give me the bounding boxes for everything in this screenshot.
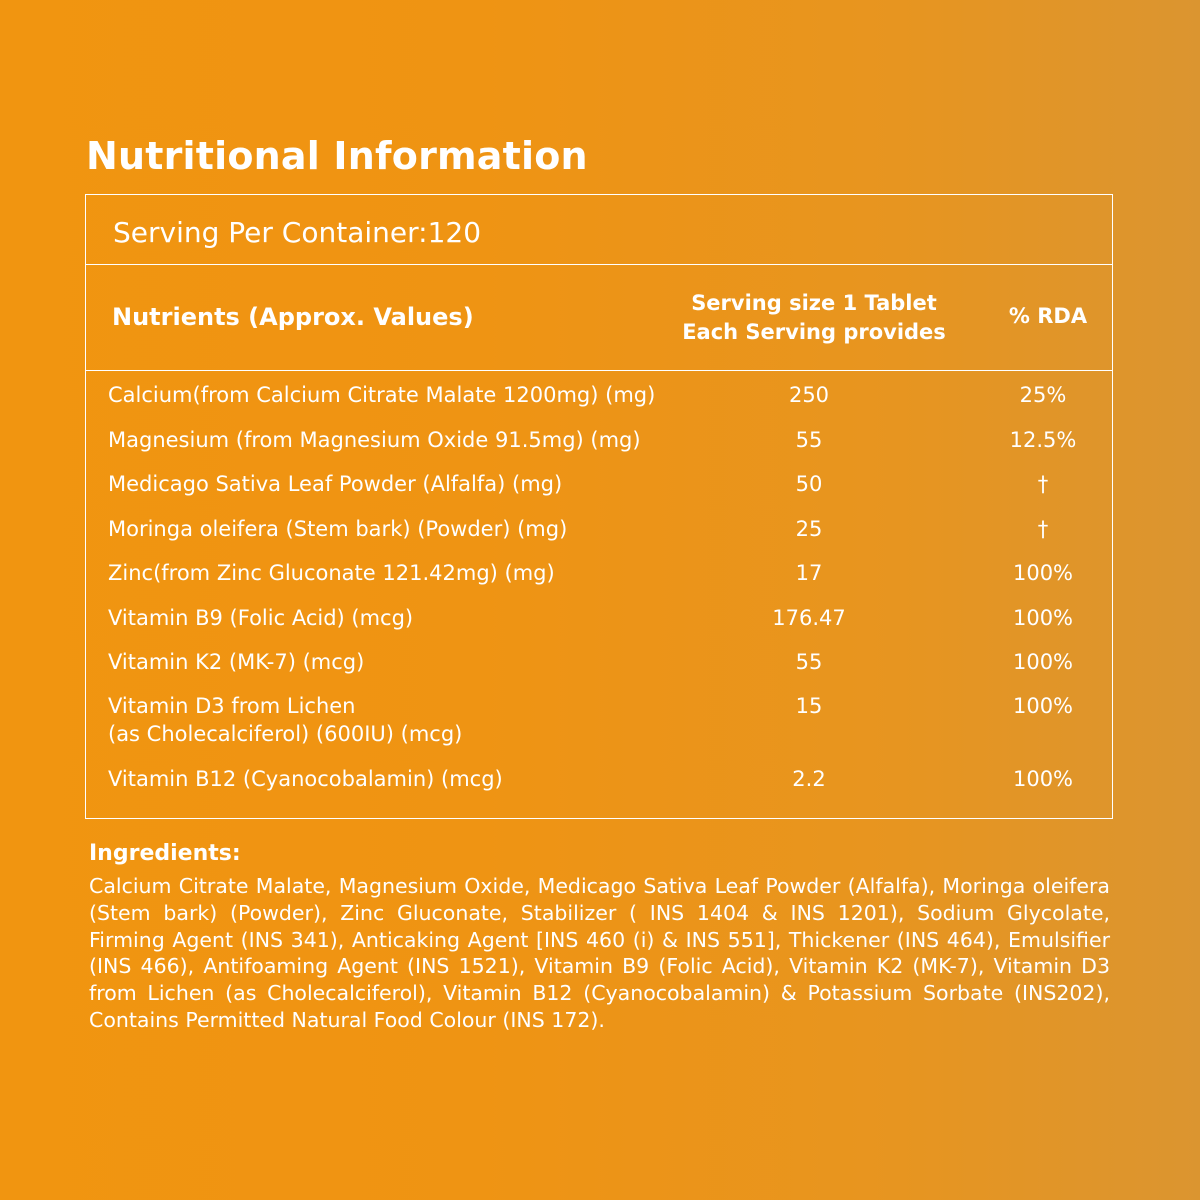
nutrient-name: Medicago Sativa Leaf Powder (Alfalfa) (m… [108, 472, 563, 496]
nutrient-name: Magnesium (from Magnesium Oxide 91.5mg) … [108, 428, 641, 452]
page-title: Nutritional Information [86, 134, 588, 178]
header-serving-line1: Serving size 1 Tablet [691, 291, 937, 315]
nutrient-rda: 100% [1012, 650, 1074, 674]
nutrition-table: Serving Per Container:120 Nutrients (App… [85, 194, 1113, 819]
nutrient-rda: 12.5% [1009, 428, 1077, 452]
nutrient-rda: 100% [1012, 767, 1074, 791]
ingredients-title: Ingredients: [89, 841, 241, 866]
table-header: Nutrients (Approx. Values) Serving size … [86, 265, 1112, 371]
nutrient-value: 25 [795, 517, 823, 541]
nutrient-value: 50 [795, 472, 823, 496]
nutrient-rda: 100% [1012, 606, 1074, 630]
serving-per-container-row: Serving Per Container:120 [86, 195, 1112, 265]
header-rda: % RDA [1008, 304, 1088, 328]
nutrient-value: 15 [795, 694, 823, 718]
serving-per-container: Serving Per Container:120 [113, 216, 482, 249]
nutrient-name: Vitamin K2 (MK-7) (mcg) [108, 650, 365, 674]
nutrient-name: Vitamin B12 (Cyanocobalamin) (mcg) [108, 767, 503, 791]
nutrient-rda: 100% [1012, 694, 1074, 718]
nutrient-value: 250 [788, 383, 830, 407]
nutrient-rda: † [1037, 517, 1049, 541]
nutrient-rda: 100% [1012, 561, 1074, 585]
nutrient-value: 2.2 [792, 767, 826, 791]
nutrient-rda: 25% [1019, 383, 1067, 407]
nutrient-name: Zinc(from Zinc Gluconate 121.42mg) (mg) [108, 561, 555, 585]
nutrient-rda: † [1037, 472, 1049, 496]
nutrient-value: 55 [795, 650, 823, 674]
nutrient-value: 176.47 [772, 606, 846, 630]
header-nutrients: Nutrients (Approx. Values) [112, 303, 474, 331]
nutrient-name: Moringa oleifera (Stem bark) (Powder) (m… [108, 517, 568, 541]
nutrient-name: Vitamin D3 from Lichen (as Cholecalcifer… [108, 694, 463, 746]
nutrient-value: 55 [795, 428, 823, 452]
header-serving-line2: Each Serving provides [682, 320, 946, 344]
ingredients-text: Calcium Citrate Malate, Magnesium Oxide,… [89, 874, 1110, 1032]
nutrient-name: Calcium(from Calcium Citrate Malate 1200… [108, 383, 656, 407]
nutrient-value: 17 [795, 561, 823, 585]
nutrient-name: Vitamin B9 (Folic Acid) (mcg) [108, 606, 414, 630]
header-serving-size: Serving size 1 Tablet Each Serving provi… [651, 289, 977, 347]
